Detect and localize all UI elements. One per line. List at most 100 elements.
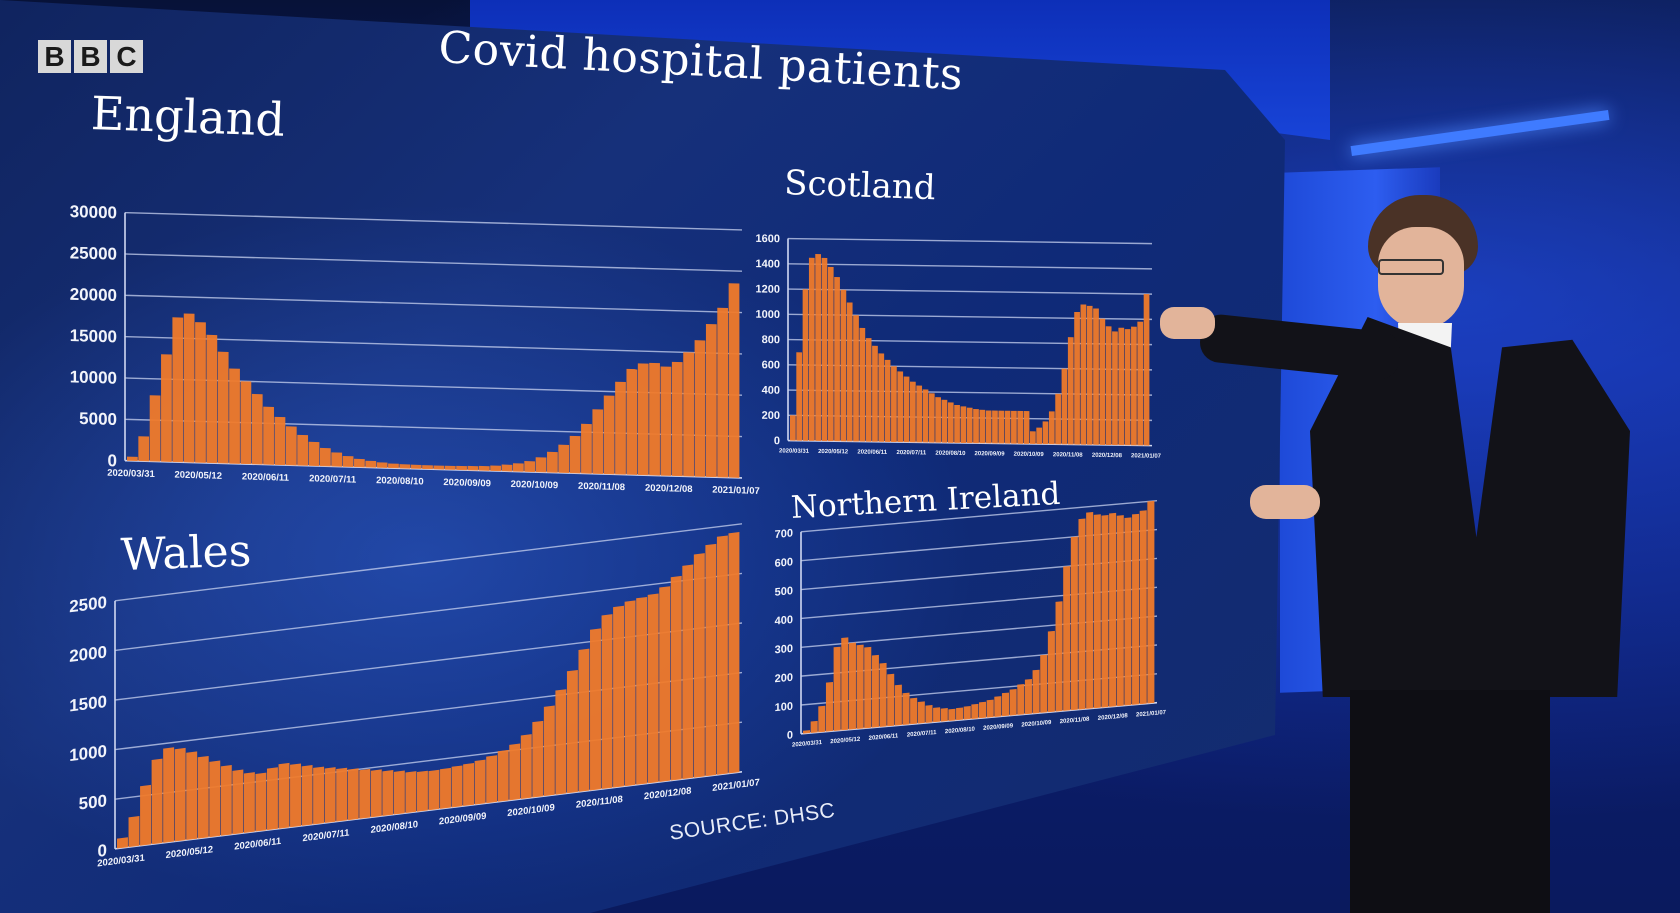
scotland-bar bbox=[1105, 326, 1112, 446]
wales-x-tick-label: 2020/05/12 bbox=[166, 844, 213, 861]
wales-y-tick-label: 2500 bbox=[69, 593, 107, 617]
wales-bar bbox=[497, 749, 509, 802]
england-bar bbox=[512, 463, 524, 472]
england-bar bbox=[410, 464, 422, 469]
ni-y-tick-label: 500 bbox=[775, 585, 793, 599]
england-bar bbox=[456, 465, 467, 471]
scotland-bar bbox=[1074, 311, 1080, 445]
scotland-y-tick-label: 1200 bbox=[756, 283, 780, 295]
wales-bar bbox=[578, 648, 590, 792]
england-x-tick-label: 2020/12/08 bbox=[645, 483, 693, 495]
wales-bar bbox=[624, 600, 636, 787]
ni-bar bbox=[940, 708, 948, 722]
presenter-hand bbox=[1160, 307, 1215, 339]
ni-bar bbox=[1040, 654, 1048, 713]
scotland-bar bbox=[985, 410, 992, 444]
scotland-bar bbox=[979, 409, 986, 444]
scotland-x-tick-label: 2020/11/08 bbox=[1053, 452, 1083, 458]
ni-bar bbox=[1009, 689, 1017, 716]
ni-bar bbox=[1116, 515, 1124, 707]
wales-bar bbox=[705, 543, 717, 777]
wales-y-tick-label: 2000 bbox=[69, 642, 107, 666]
ni-bar bbox=[1001, 692, 1010, 717]
ni-bar bbox=[971, 703, 979, 719]
ni-bar bbox=[1147, 500, 1155, 704]
scotland-x-tick-label: 2020/10/09 bbox=[1014, 452, 1045, 458]
england-grid-line bbox=[125, 211, 742, 231]
england-bar bbox=[399, 464, 411, 469]
england-bar bbox=[626, 368, 638, 475]
scotland-x-tick-label: 2020/03/31 bbox=[779, 448, 810, 454]
wales-bar bbox=[174, 747, 186, 842]
ni-bar bbox=[841, 637, 849, 731]
england-chart: 0 5000 10000 15000 20000 25000 30000 2020/03/31… bbox=[30, 200, 760, 520]
wales-bar bbox=[590, 628, 601, 791]
scotland-bar bbox=[1036, 427, 1043, 445]
wales-bar bbox=[716, 535, 728, 775]
video-wall-screen: Covid hospital patients England Scotland… bbox=[0, 0, 1285, 913]
scotland-bar bbox=[1061, 368, 1068, 445]
scotland-x-tick-label: 2020/12/08 bbox=[1092, 453, 1123, 459]
england-bar bbox=[637, 363, 649, 476]
england-bar bbox=[183, 313, 195, 463]
england-y-tick-label: 30000 bbox=[70, 202, 117, 222]
ni-bar bbox=[933, 707, 941, 723]
scotland-bar bbox=[1048, 411, 1055, 445]
wales-bar bbox=[520, 734, 532, 799]
scotland-bar bbox=[1124, 329, 1131, 446]
wales-bar bbox=[428, 769, 440, 811]
scotland-chart-svg: 0 200 400 600 800 1000 1200 1400 1600 2020/03/31 2… bbox=[756, 233, 1162, 460]
scotland-bar bbox=[808, 257, 815, 441]
wales-x-tick-label: 2020/12/08 bbox=[644, 786, 691, 803]
ni-x-tick-label: 2020/06/11 bbox=[869, 733, 899, 742]
ni-x-tick-label: 2020/12/08 bbox=[1098, 713, 1129, 722]
scotland-bar bbox=[815, 254, 821, 441]
england-bar bbox=[671, 361, 683, 477]
scotland-bar bbox=[1055, 393, 1061, 445]
england-bar bbox=[444, 465, 456, 470]
scotland-grid-line bbox=[788, 237, 1152, 245]
presenter-face bbox=[1378, 227, 1464, 329]
wales-bar bbox=[209, 760, 221, 838]
wales-bar bbox=[151, 758, 163, 845]
england-title: England bbox=[90, 86, 286, 147]
england-bar bbox=[683, 352, 694, 477]
wales-y-tick-label: 500 bbox=[79, 791, 107, 813]
wales-bar bbox=[555, 689, 567, 795]
england-bar bbox=[422, 465, 433, 470]
wales-bar bbox=[659, 586, 671, 782]
wales-bar bbox=[474, 759, 486, 805]
scotland-bar bbox=[1093, 308, 1099, 445]
england-bar bbox=[319, 447, 331, 467]
scotland-y-tick-label: 800 bbox=[762, 334, 780, 346]
england-y-tick-label: 5000 bbox=[79, 409, 117, 429]
studio-light-strip bbox=[1350, 109, 1610, 157]
ni-bar bbox=[1086, 512, 1094, 709]
england-x-tick-label: 2020/10/09 bbox=[511, 479, 559, 491]
wales-chart: 0 500 1000 1500 2000 2500 2020/03/31 2020/05/12… bbox=[40, 513, 760, 900]
bbc-logo: B B C bbox=[38, 40, 143, 73]
scotland-bar bbox=[1004, 410, 1011, 444]
ni-bar bbox=[803, 730, 811, 734]
ni-bar bbox=[1078, 518, 1086, 710]
wales-bar bbox=[566, 669, 578, 794]
england-bar bbox=[251, 393, 263, 465]
wales-bar bbox=[140, 784, 152, 846]
england-grid-line bbox=[125, 335, 742, 355]
england-y-tick-label: 25000 bbox=[70, 243, 117, 263]
scotland-bar bbox=[1023, 410, 1030, 444]
ni-bar bbox=[1109, 512, 1117, 707]
scotland-bar bbox=[941, 399, 948, 443]
england-x-tick-label: 2020/08/10 bbox=[376, 475, 424, 487]
presenter-trousers bbox=[1350, 690, 1550, 913]
scotland-x-tick-label: 2020/09/09 bbox=[975, 451, 1006, 457]
ni-chart-svg: 0 100 200 300 400 500 600 700 2020/03/31 2020/05/… bbox=[775, 500, 1167, 749]
england-bar bbox=[354, 458, 365, 468]
england-bar bbox=[263, 406, 274, 465]
wales-x-tick-label: 2020/08/10 bbox=[371, 819, 418, 836]
ni-y-tick-label: 0 bbox=[787, 729, 793, 742]
ni-bar bbox=[1101, 515, 1109, 708]
ni-bar bbox=[925, 705, 933, 723]
scotland-y-tick-label: 0 bbox=[774, 435, 780, 447]
ni-bar bbox=[848, 642, 856, 730]
